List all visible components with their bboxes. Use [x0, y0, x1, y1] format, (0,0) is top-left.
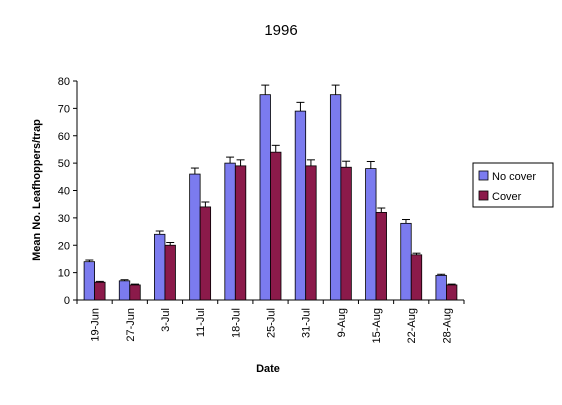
x-tick-label: 15-Aug	[371, 308, 383, 343]
bar-cover	[270, 151, 282, 301]
bar-no-cover	[294, 110, 307, 301]
bar-no-cover	[224, 162, 236, 301]
bar-cover	[199, 206, 212, 301]
y-tick-label: 0	[64, 295, 70, 307]
bar-cover	[410, 254, 423, 301]
bar-cover	[129, 284, 141, 301]
bar-no-cover	[118, 280, 131, 301]
x-tick-label: 11-Jul	[195, 308, 207, 337]
bar-no-cover	[329, 94, 342, 301]
bar-cover	[305, 165, 317, 301]
x-tick-label: 25-Jul	[266, 308, 278, 338]
bar-cover	[164, 244, 176, 301]
x-tick-label: 18-Jul	[230, 308, 242, 338]
y-tick-label: 30	[58, 213, 70, 225]
plot-area: 0 10 20 30 40 50 60 70 80 19-Jun 27-Jun 3-Jul 11-Jul…	[58, 76, 465, 343]
bar-cover	[446, 284, 458, 301]
x-tick-label: 31-Jul	[301, 308, 313, 338]
bar-no-cover	[83, 261, 95, 301]
legend-swatch-no-cover	[478, 170, 489, 181]
bar-cover	[94, 281, 106, 301]
y-tick-label: 10	[58, 268, 70, 280]
x-tick-label: 28-Aug	[441, 308, 453, 343]
legend-label-no-cover: No cover	[492, 171, 536, 183]
y-tick-label: 60	[58, 131, 70, 143]
bar-no-cover	[400, 222, 412, 301]
bar-no-cover	[154, 233, 166, 301]
y-tick-label: 40	[58, 186, 70, 198]
bar-no-cover	[259, 94, 271, 301]
bar-cover	[375, 211, 387, 301]
x-tick-label: 22-Aug	[406, 308, 418, 343]
y-tick-label: 70	[58, 103, 70, 115]
bar-cover	[234, 165, 247, 301]
bar-no-cover	[365, 168, 377, 301]
y-axis-label: Mean No. Leafhoppers/trap	[31, 119, 43, 261]
chart-title: 1996	[264, 22, 297, 39]
bar-no-cover	[189, 173, 201, 301]
bar-no-cover	[435, 274, 447, 301]
x-tick-label: 27-Jun	[125, 308, 137, 342]
y-tick-label: 50	[58, 158, 70, 170]
x-tick-label: 9-Aug	[336, 308, 348, 337]
legend: No cover Cover	[472, 162, 554, 208]
x-tick-label: 19-Jun	[90, 308, 102, 342]
y-tick-label: 20	[58, 240, 70, 252]
y-tick-label: 80	[58, 76, 70, 88]
x-axis-label: Date	[256, 363, 280, 375]
legend-swatch-cover	[478, 190, 489, 201]
x-tick-label: 3-Jul	[160, 308, 172, 332]
legend-label-cover: Cover	[492, 191, 522, 203]
bar-cover	[340, 166, 352, 301]
